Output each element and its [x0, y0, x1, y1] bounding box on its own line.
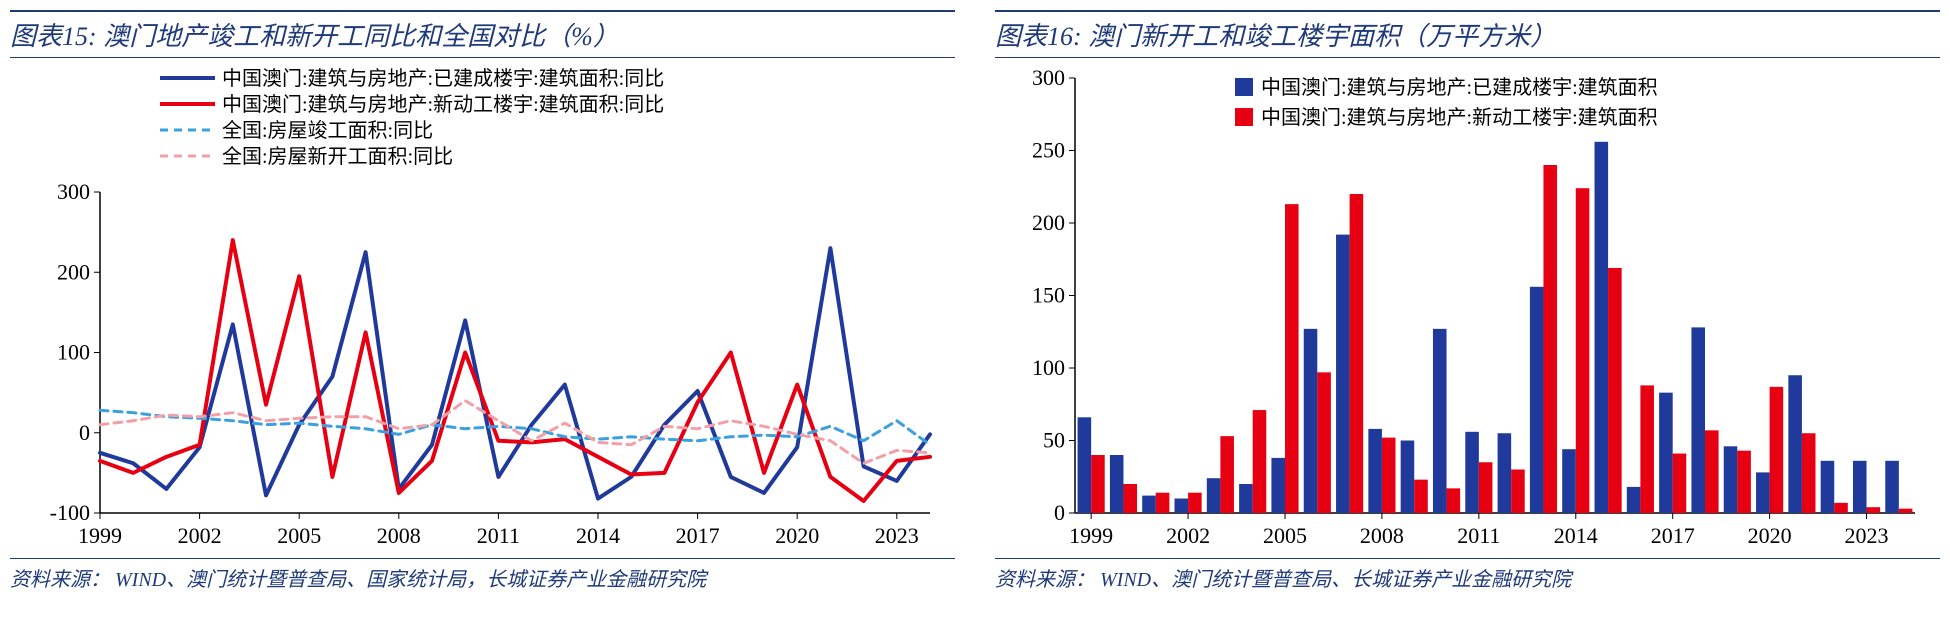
svg-text:2002: 2002 — [178, 523, 222, 548]
right-source-label: 资料来源： — [995, 569, 1095, 591]
left-title-bar: 图表15: 澳门地产竣工和新开工同比和全国对比（%） — [10, 10, 955, 58]
svg-text:200: 200 — [57, 259, 90, 284]
svg-text:2017: 2017 — [676, 523, 720, 548]
right-panel: 图表16: 澳门新开工和竣工楼宇面积（万平方米） 中国澳门:建筑与房地产:已建成… — [995, 10, 1940, 592]
svg-text:中国澳门:建筑与房地产:已建成楼宇:建筑面积:同比: 中国澳门:建筑与房地产:已建成楼宇:建筑面积:同比 — [222, 67, 664, 90]
svg-text:250: 250 — [1032, 138, 1065, 163]
right-source: WIND、澳门统计暨普查局、长城证券产业金融研究院 — [1100, 569, 1571, 591]
svg-text:中国澳门:建筑与房地产:已建成楼宇:建筑面积: 中国澳门:建筑与房地产:已建成楼宇:建筑面积 — [1261, 76, 1658, 99]
svg-text:2008: 2008 — [1360, 523, 1404, 548]
svg-text:中国澳门:建筑与房地产:新动工楼宇:建筑面积:同比: 中国澳门:建筑与房地产:新动工楼宇:建筑面积:同比 — [222, 93, 664, 116]
svg-text:-100: -100 — [50, 500, 90, 525]
svg-text:2008: 2008 — [377, 523, 421, 548]
right-source-bar: 资料来源： WIND、澳门统计暨普查局、长城证券产业金融研究院 — [995, 558, 1940, 592]
svg-text:0: 0 — [79, 420, 90, 445]
svg-text:2020: 2020 — [1748, 523, 1792, 548]
svg-text:中国澳门:建筑与房地产:新动工楼宇:建筑面积: 中国澳门:建筑与房地产:新动工楼宇:建筑面积 — [1261, 106, 1658, 129]
svg-text:2011: 2011 — [477, 523, 520, 548]
svg-text:全国:房屋竣工面积:同比: 全国:房屋竣工面积:同比 — [222, 119, 433, 142]
svg-text:1999: 1999 — [1069, 523, 1113, 548]
right-title-prefix: 图表16: — [995, 22, 1082, 51]
svg-text:150: 150 — [1032, 283, 1065, 308]
right-chart: 中国澳门:建筑与房地产:已建成楼宇:建筑面积中国澳门:建筑与房地产:新动工楼宇:… — [995, 58, 1940, 558]
svg-text:2023: 2023 — [875, 523, 919, 548]
svg-text:2020: 2020 — [775, 523, 819, 548]
svg-text:300: 300 — [1032, 65, 1065, 90]
svg-text:2011: 2011 — [1457, 523, 1500, 548]
left-source: WIND、澳门统计暨普查局、国家统计局，长城证券产业金融研究院 — [115, 569, 706, 591]
left-source-bar: 资料来源： WIND、澳门统计暨普查局、国家统计局，长城证券产业金融研究院 — [10, 558, 955, 592]
left-title: 澳门地产竣工和新开工同比和全国对比（%） — [103, 22, 619, 51]
left-panel: 图表15: 澳门地产竣工和新开工同比和全国对比（%） 中国澳门:建筑与房地产:已… — [10, 10, 955, 592]
right-title: 澳门新开工和竣工楼宇面积（万平方米） — [1088, 22, 1556, 51]
svg-text:2014: 2014 — [576, 523, 620, 548]
svg-text:2023: 2023 — [1845, 523, 1889, 548]
right-title-bar: 图表16: 澳门新开工和竣工楼宇面积（万平方米） — [995, 10, 1940, 58]
left-source-label: 资料来源： — [10, 569, 110, 591]
svg-text:50: 50 — [1043, 428, 1065, 453]
svg-text:100: 100 — [57, 340, 90, 365]
svg-text:2005: 2005 — [277, 523, 321, 548]
left-title-prefix: 图表15: — [10, 22, 97, 51]
svg-text:2002: 2002 — [1166, 523, 1210, 548]
svg-text:2005: 2005 — [1263, 523, 1307, 548]
left-chart: 中国澳门:建筑与房地产:已建成楼宇:建筑面积:同比中国澳门:建筑与房地产:新动工… — [10, 58, 955, 558]
svg-text:100: 100 — [1032, 355, 1065, 380]
svg-text:2017: 2017 — [1651, 523, 1695, 548]
svg-text:1999: 1999 — [78, 523, 122, 548]
svg-text:全国:房屋新开工面积:同比: 全国:房屋新开工面积:同比 — [222, 145, 453, 168]
svg-text:200: 200 — [1032, 210, 1065, 235]
svg-text:0: 0 — [1054, 500, 1065, 525]
svg-text:300: 300 — [57, 179, 90, 204]
svg-text:2014: 2014 — [1554, 523, 1598, 548]
